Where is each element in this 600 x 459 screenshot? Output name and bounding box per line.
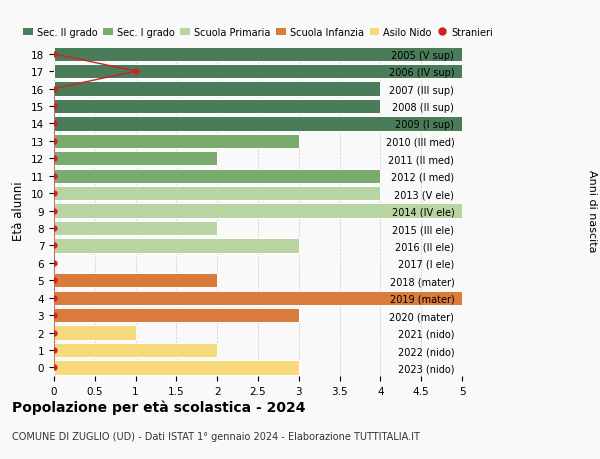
Bar bbox=[54, 221, 217, 235]
Bar bbox=[54, 204, 462, 218]
Legend: Sec. II grado, Sec. I grado, Scuola Primaria, Scuola Infanzia, Asilo Nido, Stran: Sec. II grado, Sec. I grado, Scuola Prim… bbox=[23, 28, 493, 38]
Bar bbox=[54, 47, 462, 62]
Bar bbox=[54, 239, 299, 253]
Bar bbox=[54, 169, 380, 184]
Bar bbox=[54, 308, 299, 323]
Bar bbox=[54, 326, 136, 340]
Bar bbox=[54, 361, 299, 375]
Bar bbox=[54, 82, 380, 96]
Text: Anni di nascita: Anni di nascita bbox=[587, 170, 597, 252]
Bar bbox=[54, 117, 462, 131]
Bar bbox=[54, 152, 217, 166]
Text: COMUNE DI ZUGLIO (UD) - Dati ISTAT 1° gennaio 2024 - Elaborazione TUTTITALIA.IT: COMUNE DI ZUGLIO (UD) - Dati ISTAT 1° ge… bbox=[12, 431, 420, 442]
Bar bbox=[54, 274, 217, 288]
Bar bbox=[54, 187, 380, 201]
Text: Popolazione per età scolastica - 2024: Popolazione per età scolastica - 2024 bbox=[12, 399, 305, 414]
Bar bbox=[54, 65, 462, 79]
Bar bbox=[54, 291, 462, 305]
Y-axis label: Età alunni: Età alunni bbox=[13, 181, 25, 241]
Bar bbox=[54, 100, 380, 114]
Bar bbox=[54, 343, 217, 358]
Bar bbox=[54, 134, 299, 149]
